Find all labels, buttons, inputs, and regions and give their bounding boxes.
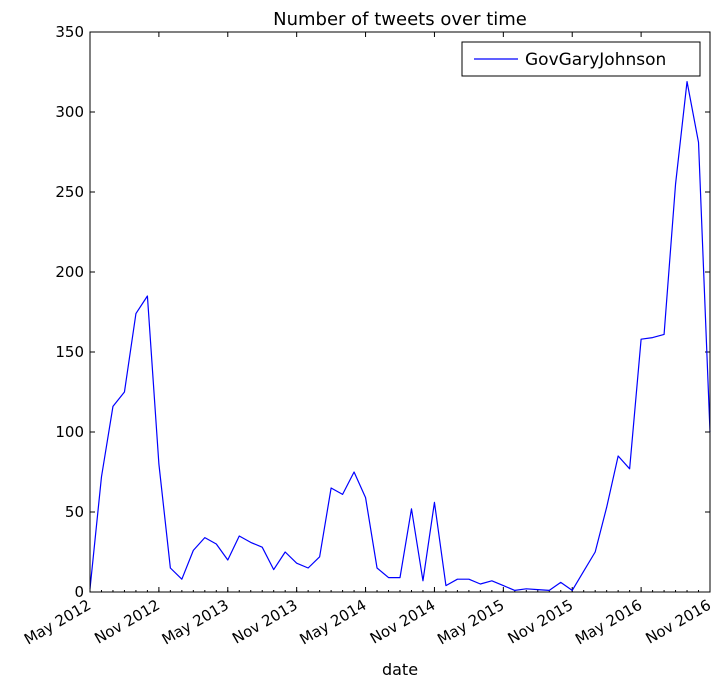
y-tick-label: 150: [55, 343, 84, 361]
x-tick-label: May 2013: [159, 596, 232, 649]
y-tick-label: 0: [74, 583, 84, 601]
x-tick-label: Nov 2016: [642, 596, 714, 648]
y-tick-label: 350: [55, 23, 84, 41]
x-axis-label: date: [382, 660, 418, 679]
x-tick-label: May 2012: [21, 596, 94, 649]
plot-frame: [89, 31, 711, 593]
y-tick-label: 200: [55, 263, 84, 281]
x-tick-label: May 2016: [572, 596, 645, 649]
y-tick-label: 250: [55, 183, 84, 201]
y-axis-ticks: 0 50 100 150 200 250 300 350: [55, 23, 710, 601]
legend: GovGaryJohnson: [461, 41, 701, 77]
chart-title: Number of tweets over time: [273, 9, 527, 30]
x-tick-label: Nov 2012: [91, 596, 163, 648]
y-tick-label: 300: [55, 103, 84, 121]
legend-label: GovGaryJohnson: [525, 50, 666, 70]
y-tick-label: 50: [65, 503, 84, 521]
series-line: [89, 80, 711, 592]
x-tick-label: May 2015: [434, 596, 507, 649]
x-tick-label: Nov 2015: [505, 596, 577, 648]
x-tick-label: May 2014: [297, 596, 370, 649]
series-lines: [89, 80, 711, 592]
y-tick-label: 100: [55, 423, 84, 441]
x-tick-label: Nov 2014: [367, 596, 439, 648]
x-tick-label: Nov 2013: [229, 596, 301, 648]
